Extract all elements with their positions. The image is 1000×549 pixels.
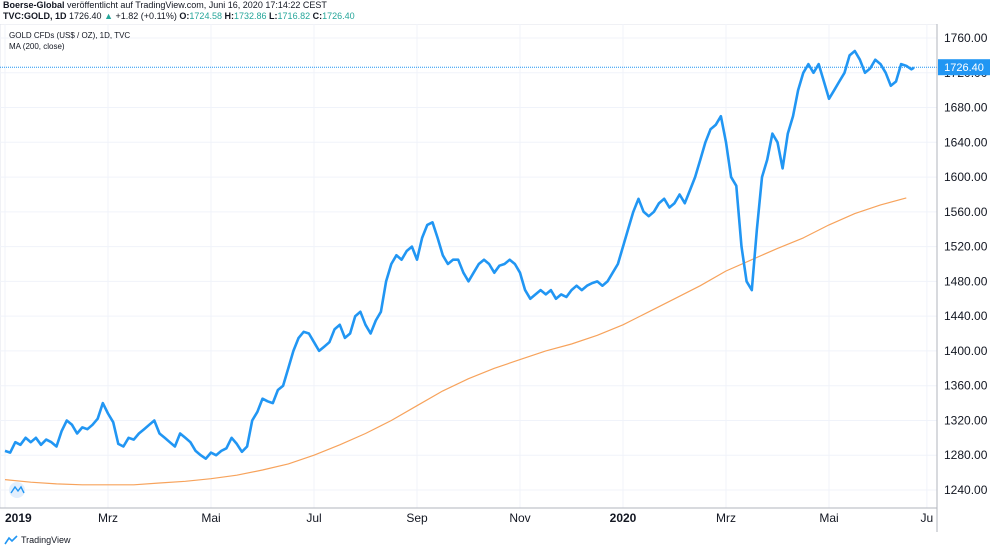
x-tick-label: Sep (406, 511, 428, 525)
y-tick-label: 1680.00 (944, 101, 988, 115)
chart-watermark-icon (9, 482, 25, 498)
last-price: 1726.40 (69, 11, 102, 21)
y-tick-label: 1320.00 (944, 413, 988, 427)
price-change: +1.82 (+0.11%) (115, 11, 177, 21)
y-tick-label: 1640.00 (944, 135, 988, 149)
last-price-marker: 1726.40 (938, 59, 990, 76)
y-tick-label: 1560.00 (944, 205, 988, 219)
y-tick-label: 1280.00 (944, 448, 988, 462)
high-label: H: (224, 11, 234, 21)
x-tick-label: Ju (921, 511, 934, 525)
legend-indicator: MA (200, close) (9, 42, 65, 51)
close-value: 1726.40 (322, 11, 355, 21)
price-axis[interactable]: 1240.00 1280.00 1320.00 1360.00 1400.00 1440.… (944, 31, 988, 497)
x-tick-label: 2019 (5, 511, 32, 525)
publish-line: Boerse-Global veröffentlicht auf Trading… (3, 0, 993, 11)
y-tick-label: 1360.00 (944, 379, 988, 393)
time-axis[interactable]: 2019 Mrz Mai Jul Sep Nov 2020 Mrz Mai Ju (5, 511, 933, 525)
footer: TradingView (4, 533, 71, 547)
x-tick-label: Mrz (716, 511, 736, 525)
x-tick-label: Mrz (98, 511, 118, 525)
y-tick-label: 1480.00 (944, 274, 988, 288)
y-tick-label: 1520.00 (944, 240, 988, 254)
y-tick-label: 1400.00 (944, 344, 988, 358)
x-tick-label: 2020 (610, 511, 637, 525)
chart-area[interactable]: 1240.00 1280.00 1320.00 1360.00 1400.00 1440.… (0, 23, 1000, 532)
y-tick-label: 1600.00 (944, 170, 988, 184)
legend-title: GOLD CFDs (US$ / OZ), 1D, TVC (9, 31, 130, 40)
chart-header: Boerse-Global veröffentlicht auf Trading… (3, 0, 993, 24)
last-price-label: 1726.40 (944, 62, 984, 74)
ma-line (4, 197, 907, 486)
y-tick-label: 1240.00 (944, 483, 988, 497)
low-label: L: (269, 11, 278, 21)
tradingview-logo-icon (4, 535, 18, 545)
ohlc-line: TVC:GOLD, 1D 1726.40 ▲ +1.82 (+0.11%) O:… (3, 11, 993, 22)
y-tick-label: 1760.00 (944, 31, 988, 45)
price-line (4, 49, 915, 460)
x-tick-label: Nov (509, 511, 530, 525)
open-label: O: (179, 11, 190, 21)
publish-info: veröffentlicht auf TradingView.com, Juni… (67, 0, 327, 10)
grid (0, 24, 937, 508)
ma-series (4, 197, 907, 486)
close-label: C: (312, 11, 323, 21)
high-value: 1732.86 (233, 11, 267, 21)
author-name[interactable]: Boerse-Global (3, 0, 65, 10)
footer-brand[interactable]: TradingView (21, 535, 71, 545)
x-tick-label: Mai (201, 511, 220, 525)
x-tick-label: Mai (819, 511, 838, 525)
symbol-label: TVC:GOLD, 1D (3, 11, 67, 21)
x-tick-label: Jul (306, 511, 321, 525)
change-up-icon: ▲ (104, 11, 114, 21)
y-tick-label: 1440.00 (944, 309, 988, 323)
open-value: 1724.58 (189, 11, 222, 21)
low-value: 1716.82 (277, 11, 311, 21)
price-chart[interactable]: 1240.00 1280.00 1320.00 1360.00 1400.00 1440.… (0, 23, 1000, 532)
price-series (4, 49, 915, 460)
